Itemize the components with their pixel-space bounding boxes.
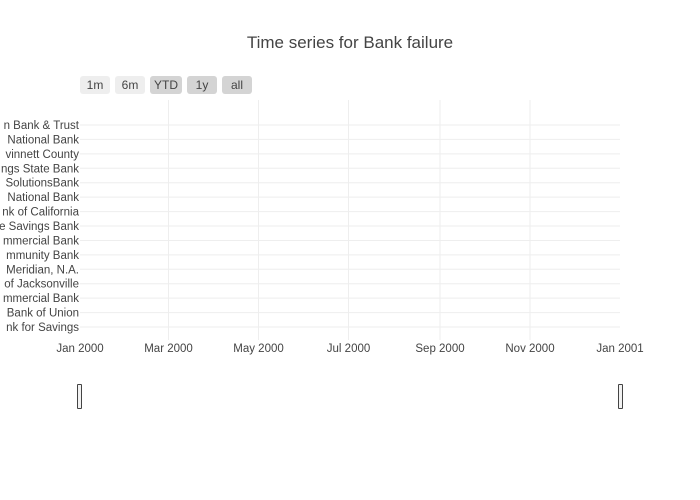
y-tick-label: nk for Savings — [6, 322, 79, 334]
range-button-1y[interactable]: 1y — [187, 76, 217, 94]
range-slider-left-handle[interactable] — [77, 384, 82, 409]
x-tick-label: Jan 2000 — [56, 343, 103, 355]
y-tick-label: n Bank & Trust — [4, 120, 80, 132]
x-tick-label: Jan 2001 — [596, 343, 643, 355]
range-button-6m[interactable]: 6m — [115, 76, 145, 94]
y-tick-label: mmercial Bank — [3, 235, 79, 247]
y-tick-label: of Jacksonville — [4, 279, 79, 291]
y-tick-label: ngs State Bank — [1, 163, 79, 175]
y-tick-label: mmunity Bank — [6, 250, 79, 262]
range-slider-right-handle[interactable] — [618, 384, 623, 409]
y-tick-label: vinnett County — [5, 149, 79, 161]
y-tick-label: nk of California — [2, 207, 79, 219]
x-tick-label: Sep 2000 — [415, 343, 464, 355]
x-tick-label: May 2000 — [233, 343, 284, 355]
chart-title: Time series for Bank failure — [246, 33, 454, 52]
y-tick-label: SolutionsBank — [5, 178, 79, 190]
y-tick-label: mmercial Bank — [3, 293, 79, 305]
x-tick-labels: Jan 2000 Mar 2000 May 2000 Jul 2000 Sep 2000… — [56, 343, 643, 355]
range-button-all[interactable]: all — [222, 76, 252, 94]
y-tick-label: Bank of Union — [7, 308, 79, 320]
range-button-ytd[interactable]: YTD — [150, 76, 182, 94]
y-tick-label: National Bank — [7, 134, 79, 146]
x-tick-label: Mar 2000 — [144, 343, 193, 355]
y-tick-label: National Bank — [7, 192, 79, 204]
x-tick-label: Jul 2000 — [327, 343, 370, 355]
x-tick-label: Nov 2000 — [505, 343, 554, 355]
grid-lines — [80, 100, 620, 340]
y-tick-label: e Savings Bank — [0, 221, 79, 233]
range-button-1m[interactable]: 1m — [80, 76, 110, 94]
y-tick-label: Meridian, N.A. — [6, 264, 79, 276]
y-tick-labels: n Bank & Trust National Bank vinnett Count… — [0, 120, 80, 334]
